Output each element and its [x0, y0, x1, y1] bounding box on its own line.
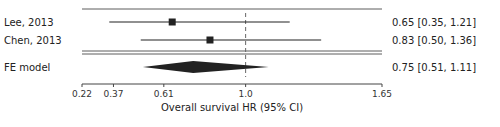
x-tick-label: 1.65: [372, 89, 392, 99]
separator-rule: [82, 51, 382, 52]
x-axis-title: Overall survival HR (95% CI): [161, 102, 303, 113]
separator-rule: [82, 54, 382, 55]
study-name: Chen, 2013: [4, 35, 62, 46]
point-estimate: [169, 19, 176, 26]
x-tick: [113, 84, 114, 87]
x-axis-line: [82, 84, 382, 85]
point-estimate: [206, 37, 213, 44]
study-name: Lee, 2013: [4, 17, 54, 28]
confidence-interval: [109, 21, 289, 22]
estimate-label: 0.83 [0.50, 1.36]: [392, 35, 476, 46]
summary-diamond: [143, 61, 269, 73]
summary-label: 0.75 [0.51, 1.11]: [392, 62, 476, 73]
x-tick: [163, 84, 164, 87]
x-tick-label: 0.37: [103, 89, 123, 99]
x-tick-label: 0.22: [72, 89, 92, 99]
forest-plot: Lee, 2013 0.65 [0.35, 1.21] Chen, 2013 0.83…: [0, 0, 500, 127]
top-rule: [82, 9, 382, 10]
x-tick-label: 0.61: [154, 89, 174, 99]
x-tick: [382, 84, 383, 87]
estimate-label: 0.65 [0.35, 1.21]: [392, 17, 476, 28]
x-tick: [82, 84, 83, 87]
x-tick: [245, 84, 246, 87]
confidence-interval: [141, 39, 321, 40]
summary-name: FE model: [4, 62, 50, 73]
plot-area: [109, 13, 321, 77]
x-tick-label: 1.0: [238, 89, 253, 99]
